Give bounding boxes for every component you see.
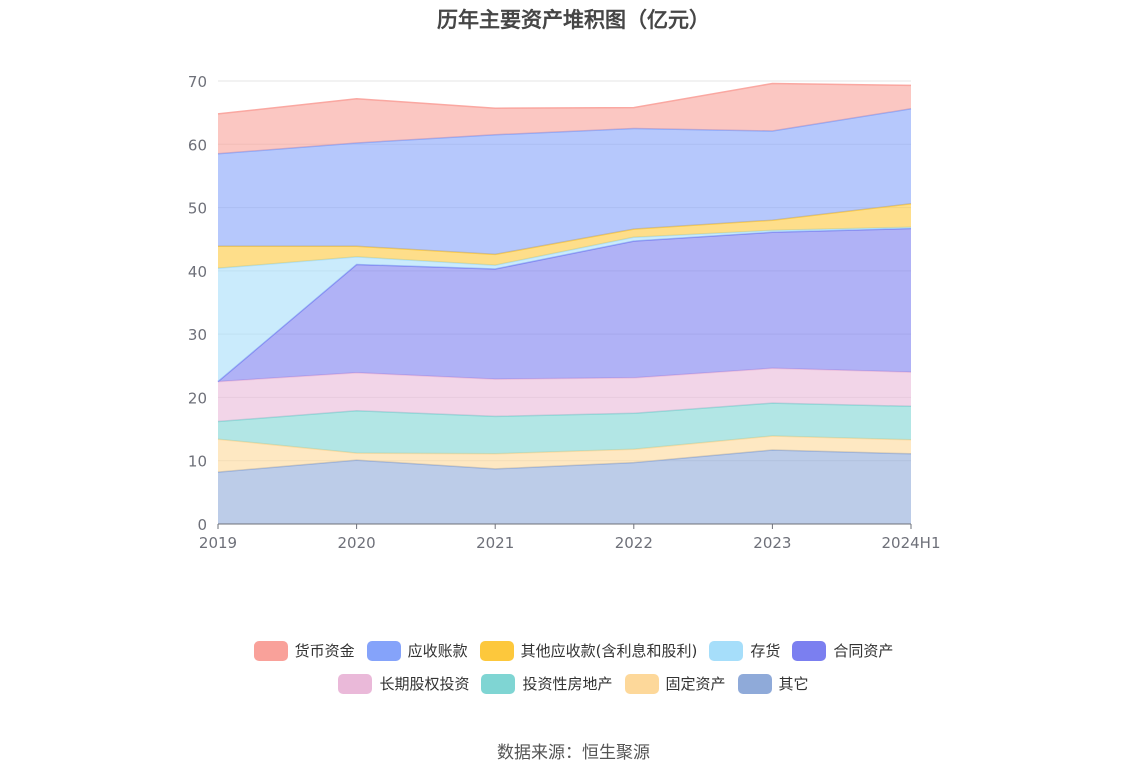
legend-label: 固定资产 bbox=[665, 675, 726, 693]
legend-item[interactable]: 长期股权投资 bbox=[338, 673, 469, 694]
legend-swatch bbox=[479, 640, 514, 661]
legend-label: 存货 bbox=[750, 642, 781, 660]
legend-swatch bbox=[481, 673, 516, 694]
x-tick-label: 2024H1 bbox=[882, 534, 941, 552]
legend-swatch bbox=[792, 640, 827, 661]
y-tick-label: 50 bbox=[188, 200, 207, 218]
legend-label: 投资性房地产 bbox=[522, 675, 613, 693]
legend-item[interactable]: 存货 bbox=[709, 640, 780, 661]
area-series-7[interactable] bbox=[218, 108, 911, 255]
area-series-1[interactable] bbox=[218, 436, 911, 473]
legend-item[interactable]: 应收账款 bbox=[366, 640, 468, 661]
area-series-0[interactable] bbox=[218, 450, 911, 524]
legend-swatch bbox=[709, 640, 744, 661]
legend-item[interactable]: 货币资金 bbox=[253, 640, 355, 661]
legend-swatch bbox=[253, 640, 288, 661]
legend-item[interactable]: 其他应收款(含利息和股利) bbox=[479, 640, 698, 661]
legend-label: 应收账款 bbox=[407, 642, 468, 660]
legend-swatch bbox=[366, 640, 401, 661]
stacked-area-chart: 0 10 20 30 40 50 60 70 2019 2020 2021 2022 2023 2024H… bbox=[188, 73, 941, 552]
area-series-3[interactable] bbox=[218, 368, 911, 422]
y-tick-label: 0 bbox=[197, 516, 207, 534]
x-tick-label: 2023 bbox=[753, 534, 791, 552]
data-source-note: 数据来源：恒生聚源 bbox=[497, 743, 650, 763]
axes: 0 10 20 30 40 50 60 70 2019 2020 2021 2022 2023 2024H… bbox=[188, 73, 941, 552]
y-tick-label: 30 bbox=[188, 326, 207, 344]
area-series-4[interactable] bbox=[218, 228, 911, 382]
x-tick-label: 2021 bbox=[476, 534, 514, 552]
y-tick-label: 70 bbox=[188, 73, 207, 91]
area-series-edge-8 bbox=[217, 82, 912, 115]
legend-label: 长期股权投资 bbox=[379, 675, 470, 693]
legend-swatch bbox=[737, 673, 772, 694]
area-series-2[interactable] bbox=[218, 403, 911, 454]
y-tick-label: 60 bbox=[188, 136, 207, 154]
x-tick-label: 2020 bbox=[338, 534, 376, 552]
legend-label: 其他应收款(含利息和股利) bbox=[520, 642, 698, 660]
x-tick-label: 2019 bbox=[199, 534, 237, 552]
legend-item[interactable]: 投资性房地产 bbox=[481, 673, 613, 694]
legend-item[interactable]: 其它 bbox=[737, 673, 809, 694]
legend-label: 货币资金 bbox=[294, 642, 355, 660]
legend-row-1: 货币资金 应收账款 其他应收款(含利息和股利) 存货 合同资产 bbox=[0, 640, 1147, 661]
y-tick-label: 40 bbox=[188, 263, 207, 281]
legend-swatch bbox=[338, 673, 373, 694]
legend-item[interactable]: 固定资产 bbox=[624, 673, 726, 694]
legend-swatch bbox=[624, 673, 659, 694]
legend-row-2: 长期股权投资 投资性房地产 固定资产 其它 bbox=[0, 673, 1147, 694]
chart-title: 历年主要资产堆积图（亿元） bbox=[437, 8, 710, 32]
legend-label: 其它 bbox=[778, 675, 809, 693]
y-tick-label: 10 bbox=[188, 453, 207, 471]
area-layer bbox=[217, 82, 912, 524]
area-series-6[interactable] bbox=[218, 203, 911, 269]
legend-label: 合同资产 bbox=[833, 642, 894, 660]
x-tick-label: 2022 bbox=[615, 534, 653, 552]
legend-item[interactable]: 合同资产 bbox=[792, 640, 893, 661]
y-tick-label: 20 bbox=[188, 389, 207, 407]
